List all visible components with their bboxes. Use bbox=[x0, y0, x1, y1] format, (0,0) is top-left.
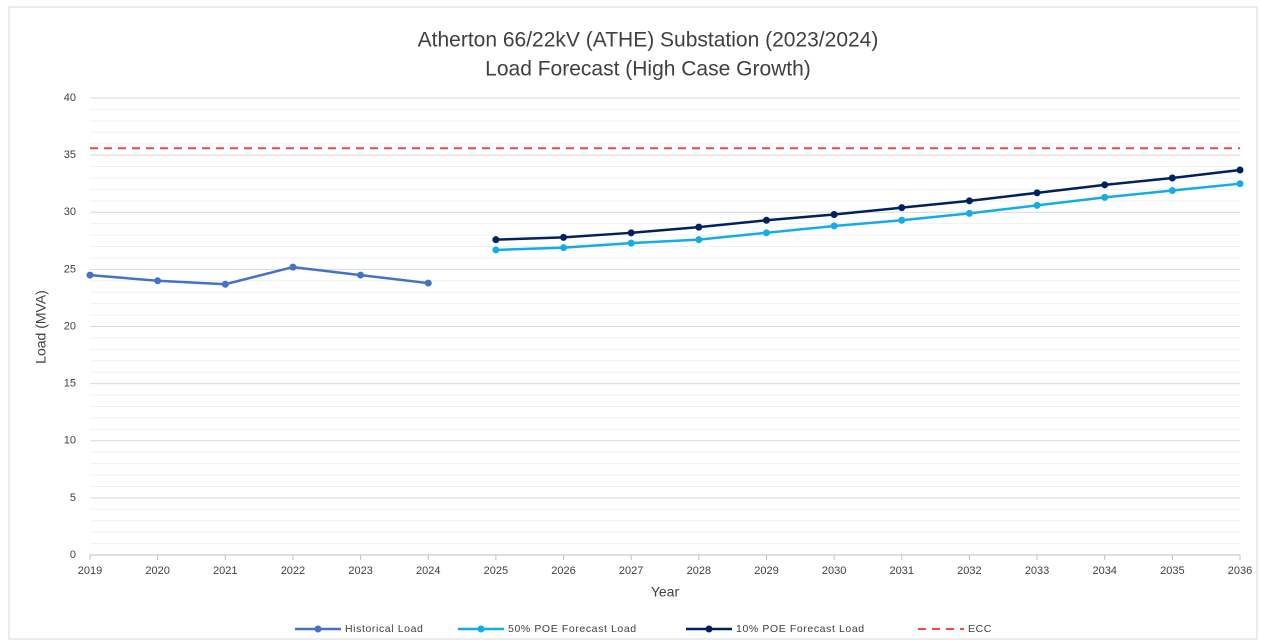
data-point bbox=[492, 236, 500, 244]
x-tick-label: 2019 bbox=[78, 565, 102, 577]
data-point bbox=[1168, 174, 1176, 182]
x-axis-label: Year bbox=[651, 584, 680, 600]
series-line bbox=[89, 265, 429, 286]
chart-border bbox=[8, 6, 1258, 640]
x-tick-label: 2031 bbox=[890, 565, 914, 577]
data-point bbox=[1033, 201, 1041, 209]
x-tick-label: 2020 bbox=[145, 565, 169, 577]
legend-marker bbox=[705, 625, 713, 633]
x-tick-label: 2035 bbox=[1160, 565, 1184, 577]
y-tick-label: 0 bbox=[70, 549, 76, 561]
data-point bbox=[560, 244, 568, 252]
data-point bbox=[154, 277, 162, 285]
data-point bbox=[695, 236, 703, 244]
data-point bbox=[830, 211, 838, 219]
x-tick-label: 2033 bbox=[1025, 565, 1049, 577]
data-point bbox=[627, 229, 635, 237]
x-tick-label: 2027 bbox=[619, 565, 643, 577]
legend-marker bbox=[314, 625, 322, 633]
data-point bbox=[424, 279, 432, 287]
x-tick-label: 2032 bbox=[957, 565, 981, 577]
data-point bbox=[560, 233, 568, 241]
chart-title: Atherton 66/22kV (ATHE) Substation (2023… bbox=[418, 29, 879, 52]
y-tick-label: 20 bbox=[64, 320, 76, 332]
y-axis-label: Load (MVA) bbox=[33, 290, 49, 364]
x-tick-label: 2034 bbox=[1092, 565, 1116, 577]
data-point bbox=[965, 197, 973, 205]
x-tick-label: 2025 bbox=[484, 565, 508, 577]
legend-label: ECC bbox=[968, 623, 992, 635]
x-tick-label: 2022 bbox=[281, 565, 305, 577]
y-tick-label: 30 bbox=[64, 206, 76, 218]
data-point bbox=[1033, 189, 1041, 197]
x-tick-label: 2036 bbox=[1228, 565, 1252, 577]
data-point bbox=[627, 239, 635, 247]
x-tick-label: 2030 bbox=[822, 565, 846, 577]
data-point bbox=[965, 209, 973, 217]
data-point bbox=[695, 223, 703, 231]
series-line bbox=[495, 168, 1241, 241]
data-point bbox=[762, 229, 770, 237]
data-point bbox=[492, 246, 500, 254]
data-point bbox=[289, 263, 297, 271]
legend-marker bbox=[477, 625, 485, 633]
data-point bbox=[1236, 180, 1244, 188]
legend-label: 10% POE Forecast Load bbox=[736, 623, 865, 635]
data-point bbox=[1101, 193, 1109, 201]
data-point bbox=[1101, 181, 1109, 189]
series-line bbox=[495, 182, 1241, 252]
legend-label: 50% POE Forecast Load bbox=[508, 623, 637, 635]
y-tick-label: 35 bbox=[64, 149, 76, 161]
x-tick-label: 2029 bbox=[754, 565, 778, 577]
data-point bbox=[898, 204, 906, 212]
data-point bbox=[1168, 187, 1176, 195]
data-point bbox=[86, 271, 94, 279]
chart-title: Load Forecast (High Case Growth) bbox=[485, 58, 811, 81]
y-tick-label: 5 bbox=[70, 492, 76, 504]
data-point bbox=[762, 216, 770, 224]
data-point bbox=[1236, 166, 1244, 174]
data-point bbox=[357, 271, 365, 279]
y-tick-label: 15 bbox=[64, 378, 76, 390]
legend-label: Historical Load bbox=[345, 623, 423, 635]
y-tick-label: 40 bbox=[64, 92, 76, 104]
x-tick-label: 2023 bbox=[348, 565, 372, 577]
x-tick-label: 2028 bbox=[687, 565, 711, 577]
y-tick-label: 10 bbox=[64, 435, 76, 447]
data-point bbox=[221, 280, 229, 288]
x-tick-label: 2021 bbox=[213, 565, 237, 577]
data-point bbox=[830, 222, 838, 230]
x-tick-label: 2026 bbox=[551, 565, 575, 577]
x-tick-label: 2024 bbox=[416, 565, 440, 577]
data-point bbox=[898, 216, 906, 224]
y-tick-label: 25 bbox=[64, 263, 76, 275]
